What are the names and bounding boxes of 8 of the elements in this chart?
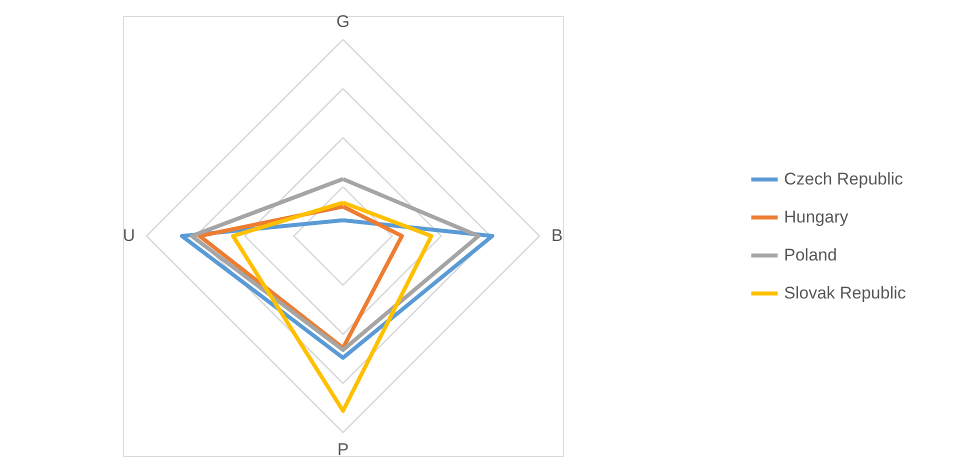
- spoke-label: U: [122, 226, 136, 245]
- legend-label: Hungary: [784, 208, 849, 226]
- spoke-label: B: [551, 226, 563, 245]
- spoke-label: G: [336, 12, 350, 31]
- legend-label: Poland: [784, 246, 837, 264]
- legend-label: Slovak Republic: [784, 284, 906, 302]
- spoke-label: P: [337, 440, 349, 460]
- legend-label: Czech Republic: [784, 170, 904, 188]
